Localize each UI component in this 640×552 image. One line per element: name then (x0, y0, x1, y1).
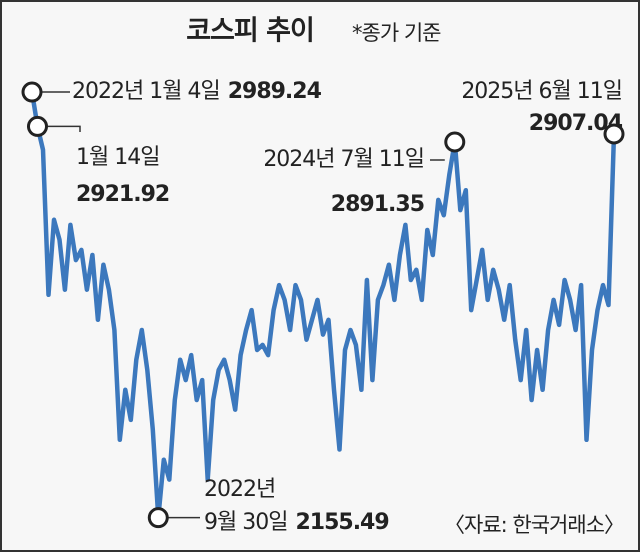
chart-subtitle: *종가 기준 (352, 21, 441, 45)
chart-title: 코스피 추이 (186, 16, 314, 47)
annotation-label: 2024년 7월 11일 (263, 147, 424, 172)
annotation-label: 1월 14일 (76, 145, 159, 170)
annotation-value: 2921.92 (76, 182, 169, 207)
annotation-marker (603, 123, 625, 145)
annotation-marker (444, 131, 466, 153)
annotation-value: 2891.35 (331, 192, 424, 217)
line (29, 91, 617, 520)
annotation-label: 9월 30일 (204, 510, 287, 535)
annotation-marker (21, 81, 43, 103)
source: 〈자료: 한국거래소〉 (444, 513, 624, 537)
leader-line (47, 125, 81, 132)
annotation-label: 2022년 (204, 477, 275, 502)
annotation-value: 2155.49 (295, 510, 388, 535)
annotation-label: 2022년 1월 4일 (72, 79, 220, 104)
annotation-marker (26, 115, 48, 137)
annotation-label: 2025년 6월 11일 (461, 79, 622, 104)
annotation-marker (147, 507, 169, 529)
annotation-value: 2989.24 (228, 79, 322, 104)
